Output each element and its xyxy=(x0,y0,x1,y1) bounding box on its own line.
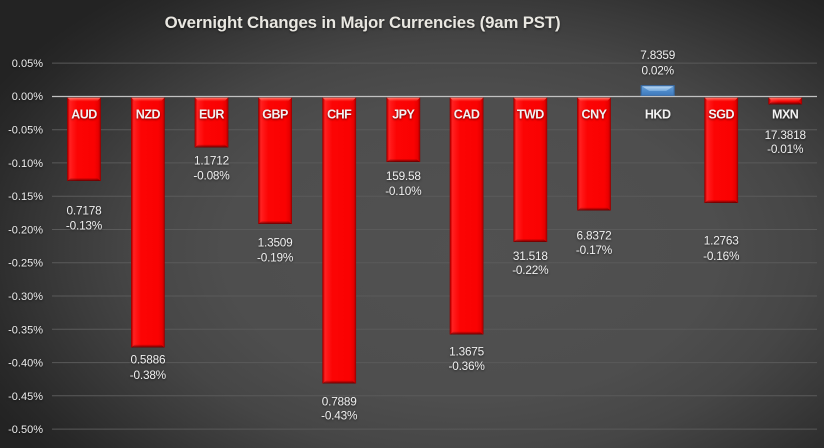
svg-text:HKD: HKD xyxy=(645,108,671,122)
svg-text:-0.10%: -0.10% xyxy=(8,158,43,170)
svg-text:-0.08%: -0.08% xyxy=(193,169,230,183)
svg-text:-0.17%: -0.17% xyxy=(576,243,613,257)
svg-text:0.00%: 0.00% xyxy=(12,91,43,103)
svg-text:6.8372: 6.8372 xyxy=(577,229,612,243)
svg-text:-0.45%: -0.45% xyxy=(8,391,43,403)
svg-text:CHF: CHF xyxy=(327,108,352,122)
svg-text:-0.13%: -0.13% xyxy=(66,219,103,233)
svg-text:0.7889: 0.7889 xyxy=(322,395,357,409)
svg-text:AUD: AUD xyxy=(71,108,97,122)
svg-text:1.2763: 1.2763 xyxy=(704,234,740,248)
svg-text:31.518: 31.518 xyxy=(513,249,549,263)
svg-text:-0.43%: -0.43% xyxy=(321,409,358,423)
svg-text:159.58: 159.58 xyxy=(386,169,422,183)
svg-text:1.3509: 1.3509 xyxy=(258,236,293,250)
svg-text:-0.35%: -0.35% xyxy=(8,324,43,336)
svg-text:7.8359: 7.8359 xyxy=(640,48,675,62)
svg-text:-0.16%: -0.16% xyxy=(703,249,740,263)
svg-text:-0.10%: -0.10% xyxy=(385,184,422,198)
svg-text:0.5886: 0.5886 xyxy=(130,353,166,367)
svg-text:-0.38%: -0.38% xyxy=(130,368,167,382)
svg-text:-0.30%: -0.30% xyxy=(8,291,43,303)
svg-text:MXN: MXN xyxy=(772,108,799,122)
svg-text:GBP: GBP xyxy=(262,108,288,122)
svg-text:CNY: CNY xyxy=(582,108,608,122)
svg-text:-0.40%: -0.40% xyxy=(8,358,43,370)
svg-text:1.1712: 1.1712 xyxy=(194,154,229,168)
svg-text:NZD: NZD xyxy=(136,108,161,122)
svg-text:1.3675: 1.3675 xyxy=(449,345,485,359)
svg-text:Overnight Changes in Major Cur: Overnight Changes in Major Currencies (9… xyxy=(165,13,561,32)
svg-text:-0.01%: -0.01% xyxy=(767,142,804,156)
svg-text:-0.05%: -0.05% xyxy=(8,125,43,137)
svg-text:0.05%: 0.05% xyxy=(12,58,43,70)
svg-text:-0.20%: -0.20% xyxy=(8,225,43,237)
svg-text:-0.50%: -0.50% xyxy=(8,424,43,436)
svg-text:-0.19%: -0.19% xyxy=(257,251,294,265)
svg-text:CAD: CAD xyxy=(454,108,480,122)
svg-text:17.3818: 17.3818 xyxy=(765,128,807,142)
svg-text:-0.25%: -0.25% xyxy=(8,258,43,270)
svg-text:SGD: SGD xyxy=(708,108,734,122)
svg-text:-0.36%: -0.36% xyxy=(449,359,486,373)
svg-text:-0.22%: -0.22% xyxy=(512,263,549,277)
svg-text:TWD: TWD xyxy=(517,108,544,122)
svg-text:0.7178: 0.7178 xyxy=(67,204,103,218)
svg-text:0.02%: 0.02% xyxy=(641,64,674,78)
svg-text:JPY: JPY xyxy=(392,108,415,122)
svg-text:-0.15%: -0.15% xyxy=(8,191,43,203)
svg-text:EUR: EUR xyxy=(199,108,224,122)
